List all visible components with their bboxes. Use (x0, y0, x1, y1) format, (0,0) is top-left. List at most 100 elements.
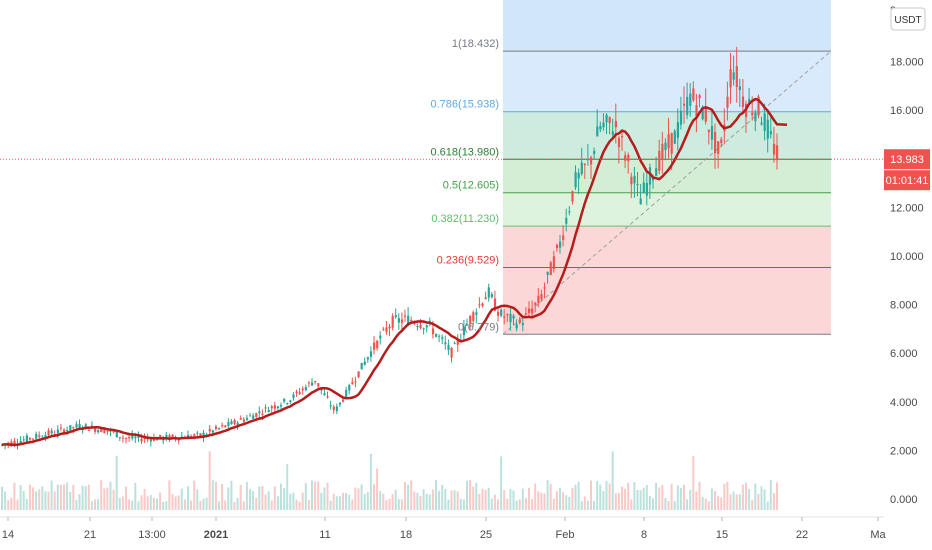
volume-bar (410, 480, 413, 510)
candle-body (66, 430, 69, 432)
time-axis[interactable]: 14 21 13:00 2021 11 18 25 Feb 8 15 22 Ma (2, 517, 887, 541)
volume-bar (376, 468, 379, 510)
candle-body (509, 313, 512, 323)
volume-bar (97, 499, 100, 510)
volume-bar (236, 498, 239, 510)
candle-body (537, 295, 540, 304)
candle-body (332, 406, 335, 411)
candle-body (59, 427, 63, 429)
candle-body (500, 309, 503, 316)
candle-body (286, 403, 289, 405)
time-tick-label: Ma (870, 529, 886, 541)
candle-body (484, 297, 487, 300)
volume-bar (435, 480, 437, 510)
fib-zone (503, 159, 831, 193)
volume-bar (583, 496, 586, 510)
candle-body (655, 168, 658, 176)
fib-level-label: 0.236(9.529) (437, 254, 499, 266)
volume-bar (227, 487, 230, 510)
volume-bar (599, 484, 602, 510)
candle-body (87, 429, 90, 431)
volume-bar (338, 496, 341, 510)
candle-body (283, 398, 286, 402)
volume-bar (59, 485, 62, 510)
volume-bar (47, 491, 50, 510)
volume-bar (667, 500, 670, 510)
volume-bar (602, 491, 605, 510)
volume-bar (41, 486, 44, 510)
candle-body (149, 439, 152, 442)
volume-bar (379, 491, 382, 510)
candle-body (568, 211, 571, 213)
candle-body (280, 405, 283, 407)
volume-bar (490, 498, 493, 510)
candle-body (202, 432, 205, 438)
candle-body (714, 131, 717, 154)
candle-body (47, 430, 50, 436)
volume-bar (605, 480, 608, 510)
candle-body (469, 316, 472, 324)
candle-body (323, 393, 326, 396)
volume-bar (621, 486, 623, 510)
candle-body (462, 326, 466, 336)
candle-body (710, 126, 714, 140)
volume-bar (425, 493, 428, 510)
volume-bar (419, 495, 422, 510)
candle-body (78, 424, 81, 429)
volume-bar (655, 482, 658, 510)
volume-bar (137, 501, 140, 510)
time-tick-label: 8 (641, 529, 647, 541)
volume-bar (199, 500, 202, 510)
candle-body (258, 411, 261, 414)
volume-bar (270, 500, 273, 510)
candle-body (757, 96, 760, 116)
candle-body (642, 182, 645, 193)
fib-level-label: 0.382(11.230) (431, 213, 499, 225)
candle-body (593, 150, 596, 155)
currency-badge[interactable]: USDT (890, 7, 926, 31)
volume-bar (751, 500, 754, 510)
candle-body (227, 422, 230, 427)
candle-body (472, 312, 475, 321)
candle-body (521, 323, 524, 326)
volume-bar (140, 495, 143, 510)
countdown-badge: 01:01:41 (884, 170, 930, 191)
volume-bar (444, 488, 447, 510)
candle-body (255, 413, 258, 417)
volume-bar (512, 490, 515, 510)
fib-level-label: 0.786(15.938) (431, 99, 500, 111)
candle-body (552, 256, 555, 270)
volume-bar (493, 494, 496, 510)
candle-body (540, 294, 543, 300)
candle-body (754, 112, 757, 122)
volume-bar (252, 491, 255, 510)
volume-bar (413, 491, 416, 510)
candle-body (769, 131, 772, 135)
volume-bar (524, 498, 527, 510)
volume-bar (193, 480, 196, 510)
candle-body (512, 315, 515, 319)
volume-bar (608, 483, 611, 510)
candle-body (317, 383, 320, 387)
candle-body (112, 431, 115, 433)
volume-bar (382, 494, 385, 510)
volume-bar (218, 501, 220, 510)
candle-body (602, 122, 605, 128)
volume-bar (100, 480, 103, 510)
candle-body (596, 126, 599, 137)
time-tick-label: 13:00 (138, 529, 166, 541)
volume-bar (528, 487, 530, 510)
volume-bar (683, 484, 685, 510)
candle-body (431, 328, 435, 335)
candle-body (38, 435, 41, 437)
price-axis[interactable]: 0.0002.0004.0006.0008.00010.00012.00014.… (890, 5, 924, 506)
volume-bar (689, 489, 692, 510)
volume-bar (459, 498, 462, 510)
fibonacci-retracement[interactable] (502, 0, 832, 335)
candle-body (695, 105, 698, 117)
volume-bar (249, 489, 251, 510)
candle-body (524, 313, 528, 315)
volume-bar (630, 499, 633, 510)
volume-bar (593, 500, 596, 510)
